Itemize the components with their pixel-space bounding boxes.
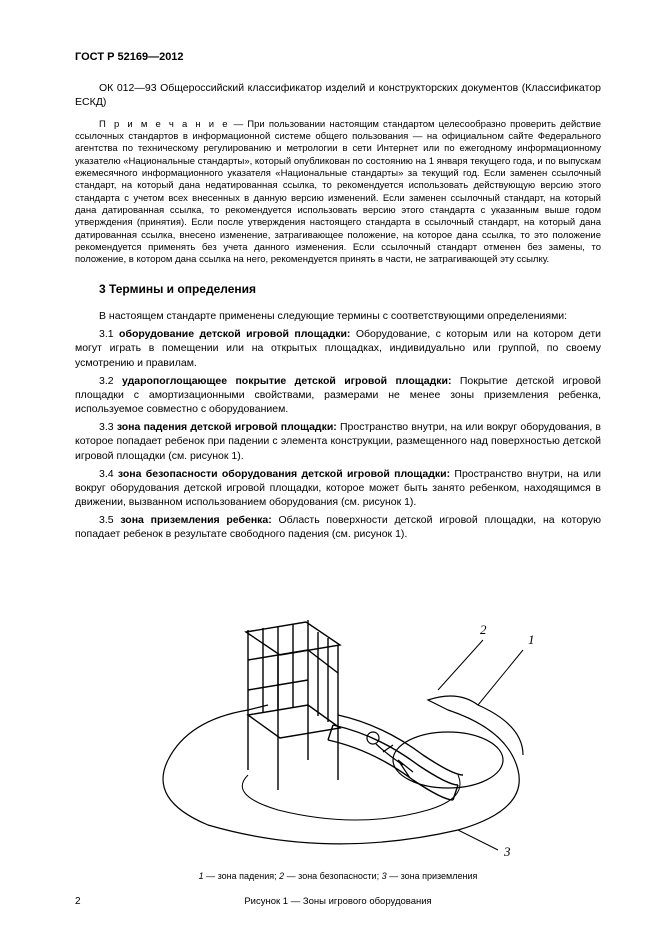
figure-label-1: 1 [528, 632, 535, 647]
playground-zones-diagram-icon: 1 2 3 [128, 560, 548, 860]
term-name: зона безопасности оборудования детской и… [118, 468, 450, 480]
legend-1-text: — зона падения; [204, 871, 280, 881]
term-3-2: 3.2 ударопоглощающее покрытие детской иг… [75, 374, 601, 417]
doc-code: ГОСТ Р 52169—2012 [75, 50, 601, 65]
term-name: зона приземления ребенка: [120, 514, 271, 526]
figure-caption: Рисунок 1 — Зоны игрового оборудования [75, 896, 601, 909]
term-3-1: 3.1 оборудование детской игровой площадк… [75, 327, 601, 370]
legend-2-text: — зона безопасности; [284, 871, 381, 881]
term-num: 3.4 [99, 468, 114, 480]
figure-1: 1 2 3 [128, 560, 548, 860]
term-name: оборудование детской игровой площадки: [119, 328, 350, 340]
note-body: — При пользовании настоящим стандартом ц… [75, 119, 601, 266]
ok-classifier-line: ОК 012—93 Общероссийский классификатор и… [75, 81, 601, 109]
note-block: П р и м е ч а н и е — При пользовании на… [75, 119, 601, 267]
term-num: 3.1 [99, 328, 114, 340]
term-3-5: 3.5 зона приземления ребенка: Область по… [75, 513, 601, 541]
section-heading: 3 Термины и определения [75, 281, 601, 297]
term-name: ударопоглощающее покрытие детской игрово… [122, 375, 451, 387]
term-3-4: 3.4 зона безопасности оборудования детск… [75, 467, 601, 510]
term-num: 3.2 [99, 375, 114, 387]
term-name: зона падения детской игровой площадки: [117, 421, 337, 433]
note-label: П р и м е ч а н и е [99, 119, 230, 130]
term-num: 3.5 [99, 514, 114, 526]
term-num: 3.3 [99, 421, 114, 433]
document-page: ГОСТ Р 52169—2012 ОК 012—93 Общероссийск… [0, 0, 661, 936]
terms-intro: В настоящем стандарте применены следующи… [75, 309, 601, 323]
figure-label-3: 3 [503, 844, 511, 859]
figure-legend: 1 — зона падения; 2 — зона безопасности;… [75, 870, 601, 882]
term-3-3: 3.3 зона падения детской игровой площадк… [75, 420, 601, 463]
legend-3-text: — зона приземления [387, 871, 478, 881]
page-number: 2 [75, 895, 81, 909]
figure-label-2: 2 [480, 622, 487, 637]
